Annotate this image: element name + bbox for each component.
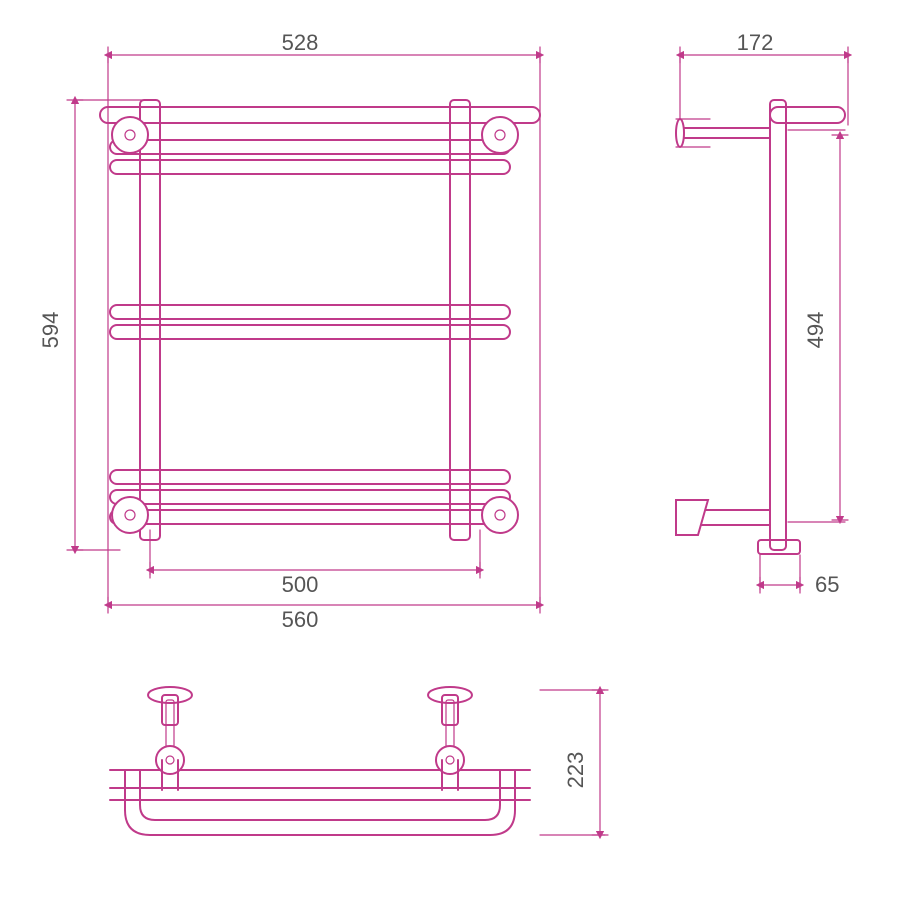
dim-594: 594 <box>38 312 63 349</box>
dim-223: 223 <box>563 752 588 789</box>
front-view <box>75 55 540 605</box>
dim-500: 500 <box>282 572 319 597</box>
dim-65: 65 <box>815 572 839 597</box>
dim-494: 494 <box>803 312 828 349</box>
top-view <box>110 687 605 835</box>
dim-528: 528 <box>282 30 319 55</box>
dim-172: 172 <box>737 30 774 55</box>
dim-560: 560 <box>282 607 319 632</box>
